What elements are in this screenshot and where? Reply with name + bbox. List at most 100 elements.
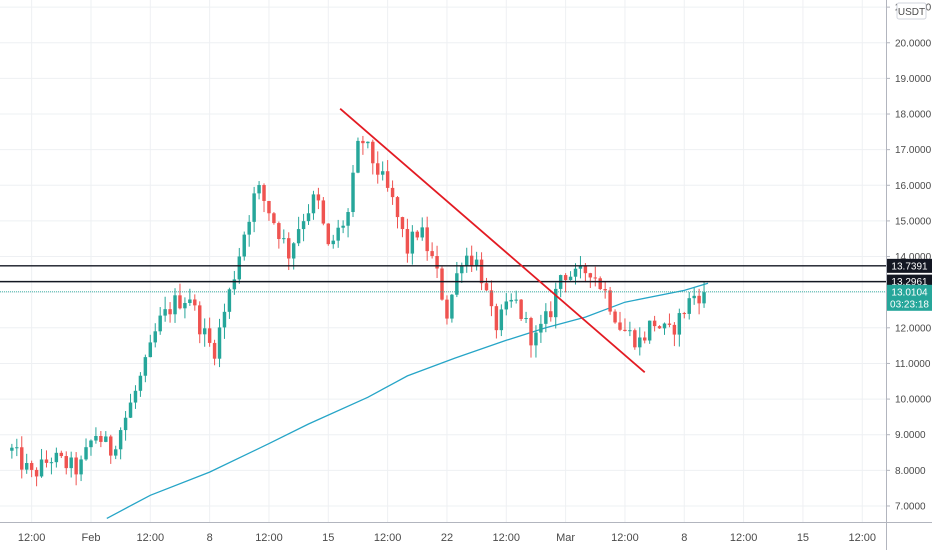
candle-body [173,295,177,315]
candle-body [54,452,59,463]
candle-body [74,457,78,475]
candle-body [34,469,39,477]
candle-body [371,141,375,164]
candle-body [202,328,207,335]
candle-body [277,223,281,240]
candle-body [588,273,593,278]
candle-body [15,447,19,449]
candle-body [242,234,246,257]
x-tick-label: Feb [81,532,100,544]
candle-body [287,238,291,259]
candle-body [430,251,434,257]
candle-body [99,436,103,442]
candle-body [306,213,311,222]
candle-body [519,299,523,319]
candle-body [89,440,93,448]
candle-body [143,357,148,376]
candle-body [568,276,573,281]
candle-body [237,256,242,280]
candle-body [440,268,444,300]
candle-body [10,447,14,451]
candle-body [499,309,504,331]
candle-body [59,452,64,457]
candle-body [301,221,306,230]
x-tick-label: 12:00 [730,532,758,544]
candle-body [410,231,415,254]
candle-body [509,299,513,302]
candle-body [405,229,410,254]
candle-body [450,294,454,319]
y-tick-label: 11.0000 [895,359,931,370]
candle-body [331,240,335,245]
candle-body [460,265,464,274]
candle-body [623,329,627,331]
x-tick-label: 15 [322,532,334,544]
candle-body [341,225,345,228]
candle-body [212,342,217,359]
candle-body [692,295,696,299]
candle-body [534,332,538,346]
candle-body [69,457,73,469]
candle-body [163,309,167,316]
y-tick-label: 7.0000 [895,501,926,512]
last-price-label: 13.0104 [891,287,928,298]
x-tick-label: 8 [207,532,213,544]
candle-body [415,231,420,238]
level-price-label: 13.7391 [891,261,928,272]
candle-body [494,306,499,331]
candle-body [455,273,459,295]
candle-body [445,299,449,319]
candle-body [227,289,232,312]
y-tick-label: 19.0000 [895,74,932,85]
x-tick-label: 12:00 [18,532,46,544]
candle-body [321,200,326,224]
candle-body [118,430,123,450]
candle-body [49,462,54,464]
candle-body [272,213,276,224]
candle-body [544,311,548,324]
candle-body [489,290,494,307]
level-price-tag [887,258,932,273]
x-tick-label: 12:00 [493,532,521,544]
candle-body [390,187,395,198]
candle-body [573,268,578,277]
candle-body [465,255,469,266]
candle-body [657,326,662,329]
candle-body [188,299,192,303]
candle-body [346,212,350,226]
candle-body [148,342,153,358]
horizontal-levels [0,265,886,293]
candle-body [257,185,261,194]
candle-body [697,295,701,304]
candle-body [524,318,528,320]
y-tick-label: 14.0000 [895,252,932,263]
y-tick-label: 12.0000 [895,323,932,334]
y-tick-label: 16.0000 [895,181,932,192]
candle-body [435,256,439,269]
candle-body [29,463,34,470]
candle-body [652,320,657,327]
candle-body [474,259,479,267]
candle-body [638,337,642,348]
candle-body [702,292,706,304]
candle-body [193,299,197,306]
y-tick-label: 8.0000 [895,466,926,477]
candle-body [643,337,647,341]
candle-body [198,305,202,335]
candle-body [563,275,568,281]
candle-body [469,255,474,267]
candle-body [296,229,301,244]
candle-body [217,327,222,359]
candle-body [593,277,598,279]
x-tick-label: 8 [681,532,687,544]
x-tick-label: 12:00 [611,532,639,544]
candle-body [366,141,370,144]
candle-body [380,171,385,175]
trendline-line [339,107,646,374]
candle-body [153,331,157,343]
candle-body [133,390,138,403]
candle-body [376,163,380,175]
candle-body [667,323,672,325]
